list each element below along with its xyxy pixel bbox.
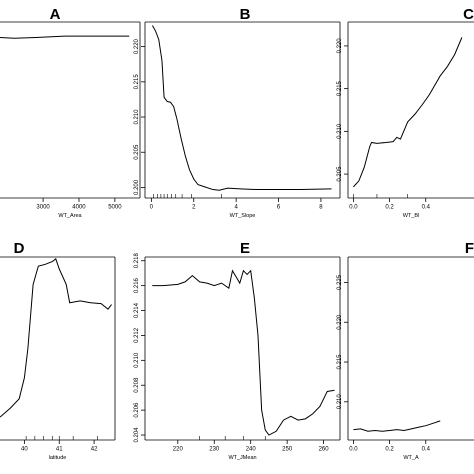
- x-tick-label-a-1: 4000: [72, 205, 86, 211]
- y-tick-label-e-0: 0.204: [134, 427, 140, 443]
- x-axis-label-e: WT_JMean: [228, 455, 256, 461]
- series-line-a: [0, 35, 130, 39]
- panel-f: 0.0 0.2 0.4 0.210 0.215 0.220 0.225 WT_A: [337, 256, 474, 461]
- y-tick-label-f-3: 0.225: [337, 274, 343, 290]
- x-tick-label-d-0: 40: [21, 447, 28, 453]
- x-axis-label-d: latitude: [49, 455, 67, 461]
- x-tick-label-f-0: 0.0: [349, 447, 358, 453]
- panel-letter-f: F: [465, 240, 474, 257]
- x-tick-label-a-2: 5000: [108, 205, 122, 211]
- x-tick-label-b-4: 8: [319, 205, 323, 211]
- x-axis-label-f: WT_A: [403, 455, 419, 461]
- y-tick-label-b-3: 0.215: [134, 74, 140, 90]
- panel-letter-c: C: [463, 6, 474, 23]
- panel-a: 3000 4000 5000 WT_Area: [0, 21, 141, 219]
- x-axis-label-b: WT_Slope: [230, 213, 256, 219]
- x-tick-label-f-2: 0.4: [422, 447, 431, 453]
- y-tick-label-c-0: 0.205: [337, 166, 343, 182]
- panel-c: 0.0 0.2 0.4 0.205 0.210 0.215 0.220 WT_Bl: [337, 21, 474, 219]
- y-tick-label-e-7: 0.218: [134, 253, 140, 269]
- panel-e: 220 230 240 250 260 0.204 0.206 0.208 0.210 0.212…: [134, 253, 341, 461]
- y-tick-label-c-1: 0.210: [337, 123, 343, 139]
- y-tick-label-f-1: 0.215: [337, 354, 343, 370]
- series-line-f: [353, 420, 441, 432]
- y-tick-label-b-4: 0.220: [134, 38, 140, 54]
- series-line-e: [152, 269, 335, 436]
- y-tick-label-b-1: 0.205: [134, 144, 140, 160]
- panel-d: 40 41 42 latitude: [0, 256, 116, 461]
- x-tick-label-b-2: 4: [234, 205, 238, 211]
- series-line-d: [0, 258, 112, 418]
- x-tick-label-d-1: 41: [56, 447, 63, 453]
- panel-letter-e: E: [240, 240, 250, 257]
- x-tick-label-c-2: 0.4: [422, 205, 431, 211]
- x-tick-label-e-4: 260: [319, 447, 330, 453]
- x-tick-label-f-1: 0.2: [385, 447, 394, 453]
- panel-letter-b: B: [240, 6, 251, 23]
- y-tick-label-c-2: 0.215: [337, 80, 343, 96]
- x-tick-label-e-0: 220: [173, 447, 184, 453]
- panel-b: 0 2 4 6 8 0.200 0.205 0.210 0.215 0.220 WT_Slope: [134, 21, 341, 219]
- x-tick-label-e-3: 250: [282, 447, 293, 453]
- y-tick-label-e-3: 0.210: [134, 352, 140, 368]
- y-tick-label-b-2: 0.210: [134, 109, 140, 125]
- panel-letter-d: D: [14, 240, 25, 257]
- y-tick-label-b-0: 0.200: [134, 179, 140, 195]
- y-tick-label-e-6: 0.216: [134, 277, 140, 293]
- y-tick-label-c-3: 0.220: [337, 38, 343, 54]
- x-tick-label-e-1: 230: [209, 447, 220, 453]
- series-line-b: [151, 25, 332, 191]
- y-tick-label-f-0: 0.210: [337, 394, 343, 410]
- x-axis-label-c: WT_Bl: [403, 213, 420, 219]
- panel-letter-a: A: [50, 6, 61, 23]
- x-tick-label-b-1: 2: [192, 205, 196, 211]
- y-tick-label-e-2: 0.208: [134, 377, 140, 393]
- x-tick-label-c-0: 0.0: [349, 205, 358, 211]
- y-tick-label-e-1: 0.206: [134, 402, 140, 418]
- x-axis-label-a: WT_Area: [58, 213, 82, 219]
- y-tick-label-e-5: 0.214: [134, 302, 140, 318]
- x-tick-label-c-1: 0.2: [385, 205, 394, 211]
- y-tick-label-f-2: 0.220: [337, 314, 343, 330]
- series-line-c: [353, 37, 463, 188]
- x-tick-label-e-2: 240: [246, 447, 257, 453]
- x-tick-label-b-0: 0: [150, 205, 154, 211]
- x-tick-label-a-0: 3000: [36, 205, 50, 211]
- x-tick-label-b-3: 6: [277, 205, 281, 211]
- y-tick-label-e-4: 0.212: [134, 327, 140, 343]
- x-tick-label-d-2: 42: [91, 447, 98, 453]
